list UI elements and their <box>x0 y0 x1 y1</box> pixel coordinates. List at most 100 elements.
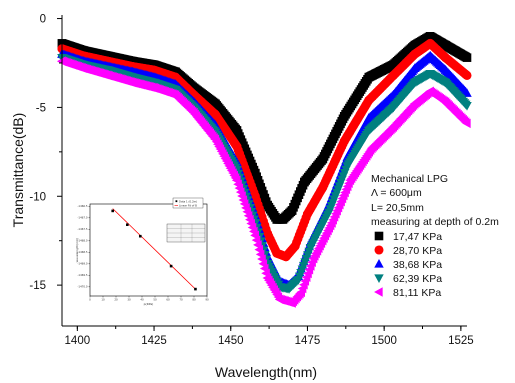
legend-symbol-2 <box>374 245 384 255</box>
series-4-point <box>388 103 399 113</box>
inset-x-tick-label: 40 <box>140 298 144 302</box>
series-5-point <box>345 175 355 186</box>
legend: 17,47 KPa 28,70 KPa 38,68 KPa 62,39 KPa 81,1… <box>374 231 442 299</box>
series-2-point <box>250 191 260 201</box>
inset-x-tick-label: 90 <box>205 298 209 302</box>
x-tick-label: 1525 <box>448 335 474 347</box>
series-2-point <box>364 95 374 105</box>
series-2-point <box>441 53 451 63</box>
series-4-point <box>305 244 316 253</box>
series-4-point <box>342 162 353 172</box>
inset-fit-line <box>112 208 196 290</box>
inset-x-label: p(KPa) <box>144 302 154 306</box>
inset-y-tick-label: -1467.0 <box>77 216 87 220</box>
inset-chart: 0 10 20 30 40 50 60 70 80 90 -1466.5 -1467.0 -1467.5… <box>75 197 209 306</box>
series-1-point <box>389 60 398 70</box>
series-1-point <box>171 67 180 77</box>
legend-symbol-1 <box>374 231 384 241</box>
series-1-point <box>287 206 297 215</box>
series-2-point <box>210 110 220 120</box>
series-1 <box>57 32 472 224</box>
series-1-point <box>211 99 220 109</box>
x-tick-label: 1400 <box>65 335 91 347</box>
y-tick-label: -15 <box>29 280 46 292</box>
series-5-point <box>366 143 376 154</box>
series-5-point <box>188 108 198 118</box>
y-tick-label: -10 <box>29 191 46 203</box>
series-5-point <box>127 77 137 88</box>
series-2-point <box>318 182 328 192</box>
series-5-point <box>388 122 398 132</box>
inset-y-tick-label: -1466.5 <box>77 204 87 208</box>
series-1-point <box>189 83 199 93</box>
inset-legend-box <box>172 197 204 209</box>
series-2-point <box>425 38 435 48</box>
inset-y-tick-label: -1468.0 <box>77 239 87 243</box>
legend-symbol-5 <box>374 287 383 297</box>
series-1-point <box>278 215 288 224</box>
series-5-point <box>287 298 296 308</box>
series-2-point <box>410 49 420 59</box>
series-1-point <box>410 40 420 50</box>
series-5-point <box>57 56 66 66</box>
series-1-point <box>272 215 282 224</box>
series-1-point <box>103 51 113 61</box>
series-2-point <box>302 209 312 219</box>
inset-y-tick-label: -1467.5 <box>77 227 87 231</box>
series-1-point <box>149 60 159 70</box>
legend-symbol-3 <box>374 259 384 268</box>
inset-y-tick-label: -1468.5 <box>77 250 87 254</box>
series-5-point <box>149 83 158 93</box>
series-5-point <box>231 175 241 186</box>
series-4-point <box>324 208 334 218</box>
inset-point <box>138 234 142 238</box>
series-2-point <box>272 248 282 258</box>
series-5-point <box>103 70 112 81</box>
y-tick-label: -5 <box>36 102 46 114</box>
series-5-point <box>250 230 259 241</box>
inset-legend-symbol-1 <box>175 200 178 203</box>
series-2-point <box>339 136 349 146</box>
series-4-point <box>364 126 374 136</box>
series-5-point <box>327 218 336 228</box>
inset-point <box>169 264 173 268</box>
annotation-line-4: measuring at depth of 0.2m <box>371 216 499 228</box>
series-5-point <box>462 118 471 129</box>
series-2-point <box>232 141 242 152</box>
annotation-line-1: Mechanical LPG <box>371 173 448 185</box>
y-tick-label: 0 <box>40 14 46 26</box>
series-1-point <box>441 40 450 50</box>
series-1-point <box>232 126 242 135</box>
series-1-point <box>462 53 472 62</box>
x-tick-label: 1475 <box>295 335 321 347</box>
series-5-point <box>210 134 220 145</box>
inset-x-tick-label: 70 <box>179 298 183 302</box>
inset-y-tick-label: -1469.0 <box>77 262 87 266</box>
series-1-point <box>300 177 309 187</box>
series-5-point <box>78 63 88 74</box>
x-axis-title: Wavelength(nm) <box>215 364 317 380</box>
x-tick-label: 1450 <box>218 335 244 347</box>
series-1-point <box>339 111 349 121</box>
annotation-block: Mechanical LPG Λ = 600μm L= 20,5mm measu… <box>371 173 499 228</box>
series-5-point <box>296 287 305 297</box>
inset-x-tick-label: 60 <box>166 298 170 302</box>
series-4-point <box>410 78 420 88</box>
series-2-point <box>263 229 273 239</box>
series-5-point <box>440 97 450 107</box>
inset-y-tick-label: -1470.0 <box>77 285 87 289</box>
series-3-point <box>410 63 420 72</box>
series-1-point <box>250 168 260 178</box>
series-5-point <box>409 99 419 109</box>
series-3-point <box>462 88 472 97</box>
inset-point <box>194 287 197 291</box>
x-tick-label: 1500 <box>371 335 397 347</box>
series-3-point <box>440 65 451 74</box>
series-2 <box>57 38 472 262</box>
inset-x-tick-label: 50 <box>153 298 157 302</box>
annotation-line-3: L= 20,5mm <box>371 202 424 214</box>
inset-frame <box>89 203 208 297</box>
legend-label-4: 62,39 KPa <box>393 273 442 285</box>
inset-point <box>111 209 115 213</box>
